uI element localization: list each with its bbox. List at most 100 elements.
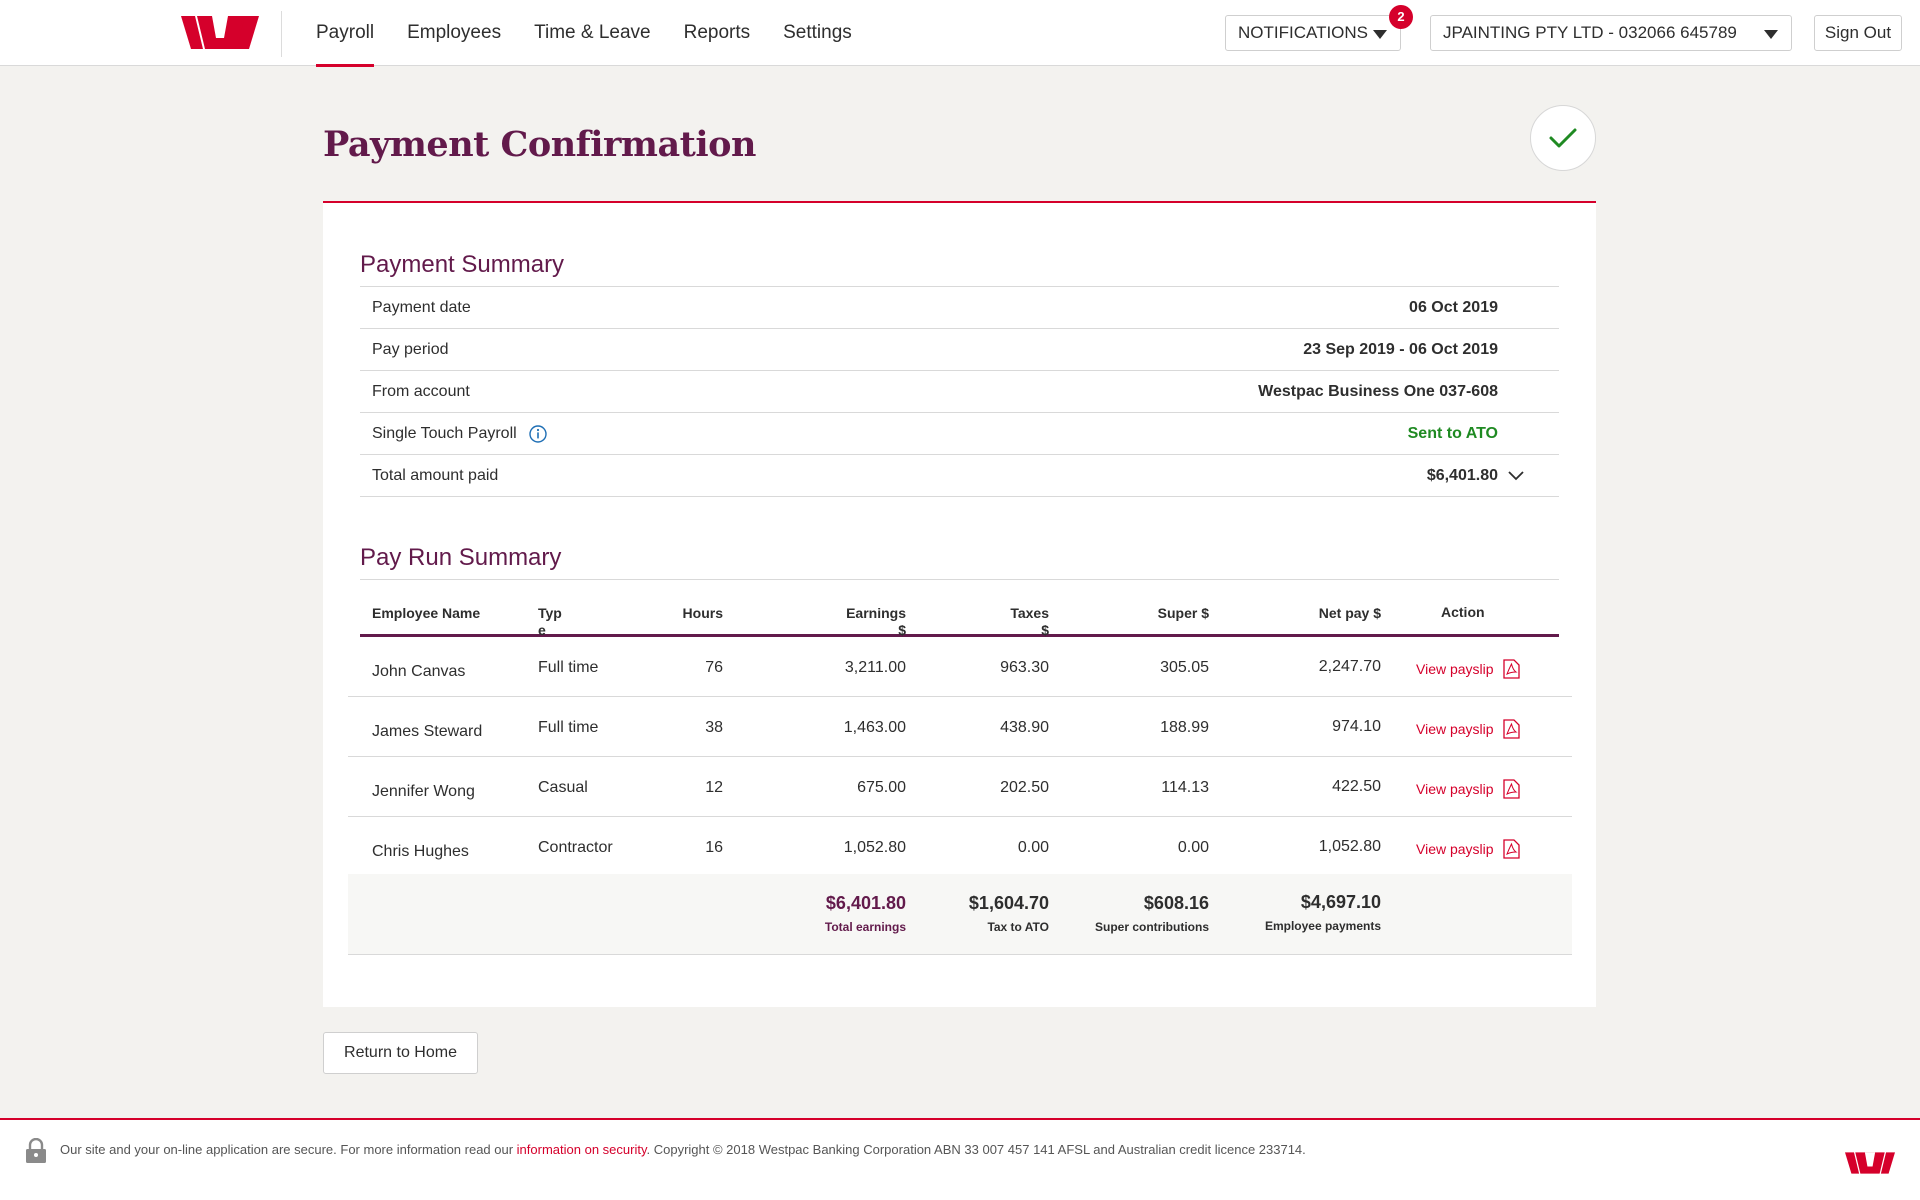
col-taxes: Taxes $ (969, 605, 1049, 639)
summary-label: From account (372, 383, 470, 400)
col-action: Action (1441, 604, 1485, 620)
earnings: 675.00 (857, 779, 906, 796)
employee-type: Full time (538, 659, 599, 676)
pdf-file-icon (1502, 659, 1520, 679)
view-payslip-label: View payslip (1416, 781, 1494, 797)
total-net-value: $4,697.10 (1300, 892, 1381, 912)
success-badge (1530, 105, 1596, 171)
logo-divider (281, 11, 282, 57)
pdf-file-icon (1502, 779, 1520, 799)
view-payslip-label: View payslip (1416, 721, 1494, 737)
company-selector[interactable]: JPAINTING PTY LTD - 032066 645789 (1430, 15, 1792, 51)
lock-icon (26, 1138, 46, 1163)
footer-text-before: Our site and your on-line application ar… (60, 1142, 517, 1157)
net-pay: 1,052.80 (1318, 838, 1381, 855)
col-employee-name: Employee Name (372, 605, 481, 621)
payment-summary-heading: Payment Summary (360, 251, 565, 278)
table-row: James Steward Full time 38 1,463.00 438.… (348, 697, 1572, 757)
confirmation-card: Payment Summary Payment date 06 Oct 2019… (323, 203, 1596, 1007)
nav-item-settings[interactable]: Settings (783, 22, 852, 43)
taxes: 438.90 (1000, 719, 1049, 736)
table-row: Chris Hughes Contractor 16 1,052.80 0.00… (348, 817, 1572, 877)
pay-run-table-header: Employee Name Typ e Hours Earnings $ Tax… (360, 579, 1559, 639)
summary-value: Westpac Business One 037-608 (1258, 383, 1498, 400)
super: 0.00 (1177, 839, 1209, 856)
company-label: JPAINTING PTY LTD - 032066 645789 (1443, 23, 1737, 42)
pay-run-totals-row: $6,401.80 Total earnings $1,604.70 Tax t… (348, 874, 1572, 955)
col-type-line1: Typ (538, 605, 562, 621)
stp-status-value: Sent to ATO (1407, 425, 1498, 442)
col-type: Typ e (538, 605, 562, 639)
col-earnings-line2: $ (898, 622, 906, 638)
pdf-file-icon (1502, 839, 1520, 859)
employee-type: Full time (538, 719, 599, 736)
employee-name: James Steward (372, 723, 483, 740)
nav-item-time-leave[interactable]: Time & Leave (534, 22, 651, 43)
summary-label: Payment date (372, 299, 471, 316)
security-info-link[interactable]: information on security (516, 1142, 647, 1157)
summary-row-total-paid[interactable]: Total amount paid $6,401.80 (360, 455, 1559, 497)
col-hours: Hours (682, 605, 723, 621)
main-nav: Payroll Employees Time & Leave Reports S… (316, 0, 885, 67)
col-type-line2: e (538, 622, 546, 638)
view-payslip-link[interactable]: View payslip (1416, 839, 1520, 859)
footer-text-after: . Copyright © 2018 Westpac Banking Corpo… (646, 1142, 1306, 1157)
checkmark-icon (1549, 128, 1577, 148)
col-net-pay: Net pay $ (1318, 605, 1381, 621)
employee-name: Chris Hughes (372, 843, 469, 860)
chevron-down-icon (1764, 30, 1778, 39)
pay-run-summary-heading: Pay Run Summary (360, 544, 562, 571)
page-title: Payment Confirmation (323, 124, 756, 165)
info-icon[interactable] (528, 425, 547, 443)
notifications-dropdown[interactable]: NOTIFICATIONS (1225, 15, 1401, 51)
summary-label: Total amount paid (372, 467, 499, 484)
total-super: $608.16 Super contributions (1069, 893, 1209, 934)
taxes: 202.50 (1000, 779, 1049, 796)
nav-item-employees[interactable]: Employees (407, 22, 502, 43)
employee-name: Jennifer Wong (372, 783, 475, 800)
hours: 38 (705, 719, 723, 736)
total-tax-value: $1,604.70 (968, 893, 1049, 913)
view-payslip-link[interactable]: View payslip (1416, 719, 1520, 739)
col-super: Super $ (1157, 605, 1209, 621)
view-payslip-link[interactable]: View payslip (1416, 779, 1520, 799)
taxes: 0.00 (1017, 839, 1049, 856)
nav-item-reports[interactable]: Reports (683, 22, 751, 43)
summary-row-from-account: From account Westpac Business One 037-60… (360, 371, 1559, 413)
taxes: 963.30 (1000, 659, 1049, 676)
super: 188.99 (1160, 719, 1209, 736)
summary-label: Pay period (372, 341, 449, 358)
hours: 12 (705, 779, 723, 796)
summary-value: $6,401.80 (1426, 467, 1498, 484)
total-earnings: $6,401.80 Total earnings (786, 893, 906, 934)
table-row: John Canvas Full time 76 3,211.00 963.30… (348, 637, 1572, 697)
total-earnings-value: $6,401.80 (825, 893, 906, 913)
total-tax-label: Tax to ATO (987, 920, 1049, 934)
employee-type: Casual (538, 779, 588, 796)
sign-out-button[interactable]: Sign Out (1814, 15, 1902, 51)
westpac-logo-icon[interactable] (181, 16, 259, 49)
view-payslip-link[interactable]: View payslip (1416, 659, 1520, 679)
total-earnings-label: Total earnings (824, 920, 906, 934)
chevron-down-icon[interactable] (1508, 470, 1524, 482)
total-net: $4,697.10 Employee payments (1231, 892, 1381, 933)
summary-row-single-touch-payroll: Single Touch Payroll Sent to ATO (360, 413, 1559, 455)
summary-row-pay-period: Pay period 23 Sep 2019 - 06 Oct 2019 (360, 329, 1559, 371)
top-navigation-bar: Payroll Employees Time & Leave Reports S… (0, 0, 1920, 67)
earnings: 1,463.00 (843, 719, 906, 736)
nav-item-payroll[interactable]: Payroll (316, 0, 375, 67)
summary-value: 06 Oct 2019 (1409, 299, 1498, 316)
footer-text: Our site and your on-line application ar… (60, 1142, 1306, 1157)
net-pay: 422.50 (1332, 778, 1381, 795)
employee-name: John Canvas (372, 663, 466, 680)
hours: 76 (705, 659, 723, 676)
summary-label-stp: Single Touch Payroll (372, 425, 547, 443)
summary-value: 23 Sep 2019 - 06 Oct 2019 (1303, 341, 1498, 358)
col-earnings: Earnings $ (810, 605, 906, 639)
chevron-down-icon (1373, 30, 1387, 39)
col-earnings-line1: Earnings (846, 605, 906, 621)
return-to-home-button[interactable]: Return to Home (323, 1032, 478, 1074)
notifications-label: NOTIFICATIONS (1238, 23, 1369, 42)
super: 305.05 (1160, 659, 1209, 676)
title-divider (323, 201, 1596, 203)
